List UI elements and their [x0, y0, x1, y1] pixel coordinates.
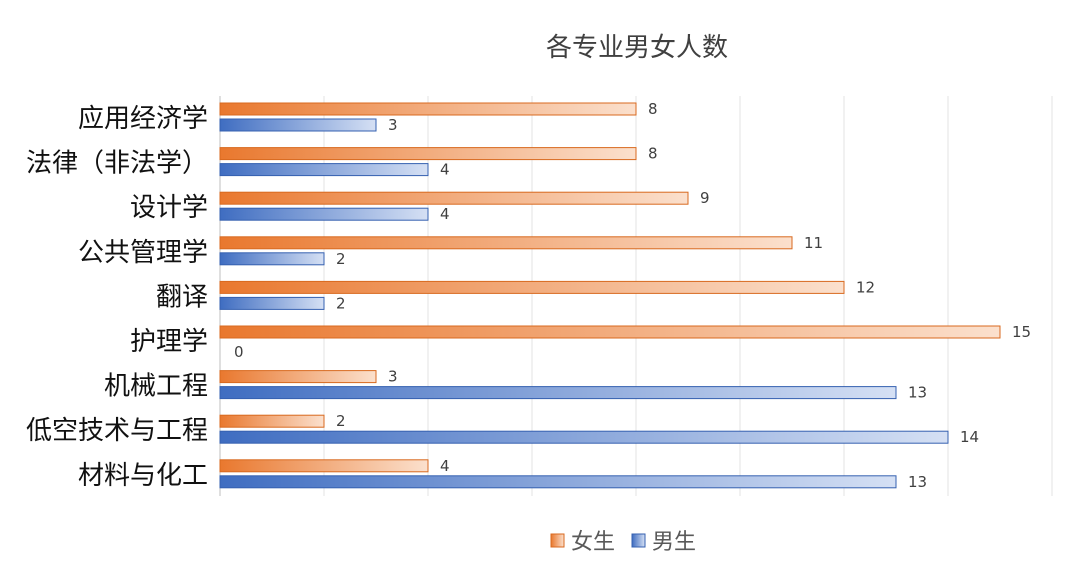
- data-label: 3: [388, 116, 398, 134]
- category-label: 护理学: [130, 327, 208, 357]
- data-label: 15: [1012, 323, 1031, 341]
- chart-title: 各专业男女人数: [546, 33, 728, 63]
- category-label: 设计学: [130, 193, 208, 223]
- category-label: 应用经济学: [78, 104, 208, 134]
- data-label: 4: [440, 457, 450, 475]
- data-label: 9: [700, 189, 710, 207]
- legend: 女生 男生: [550, 530, 696, 555]
- data-label: 11: [804, 234, 823, 252]
- legend-label: 男生: [652, 530, 696, 555]
- data-label: 4: [440, 161, 450, 179]
- category-label: 材料与化工: [78, 461, 208, 491]
- bars: [219, 102, 1001, 489]
- bar-female: [219, 370, 377, 384]
- legend-label: 女生: [571, 530, 615, 555]
- data-label: 0: [234, 343, 244, 361]
- bar-female: [219, 325, 1001, 339]
- data-label: 13: [908, 473, 927, 491]
- data-label: 2: [336, 294, 346, 312]
- data-label: 14: [960, 428, 979, 446]
- bar-male: [219, 430, 949, 444]
- category-label: 翻译: [156, 282, 208, 312]
- bar-male: [219, 296, 325, 310]
- bar-female: [219, 191, 689, 205]
- bar-female: [219, 102, 637, 116]
- data-label: 12: [856, 278, 875, 296]
- data-labels: 8 3 8 4 9 4 11 2 12 2 15 0 3 13 2 14 4 13: [234, 100, 1031, 491]
- bar-male: [219, 118, 377, 132]
- category-label: 低空技术与工程: [26, 416, 208, 446]
- bar-male: [219, 207, 429, 221]
- bar-male: [219, 386, 897, 400]
- bar-male: [219, 252, 325, 266]
- data-label: 2: [336, 412, 346, 430]
- legend-swatch-female: [550, 533, 565, 548]
- category-label: 公共管理学: [78, 238, 208, 268]
- gridlines: [219, 96, 1053, 496]
- bar-female: [219, 236, 793, 250]
- legend-swatch-male: [631, 533, 646, 548]
- data-label: 2: [336, 250, 346, 268]
- data-label: 8: [648, 100, 658, 118]
- bar-female: [219, 147, 637, 161]
- data-label: 8: [648, 145, 658, 163]
- data-label: 4: [440, 205, 450, 223]
- bar-female: [219, 280, 845, 294]
- category-label: 法律（非法学）: [26, 149, 208, 179]
- data-label: 3: [388, 368, 398, 386]
- bar-male: [219, 475, 897, 489]
- category-label: 机械工程: [104, 372, 208, 402]
- bar-female: [219, 414, 325, 428]
- data-label: 13: [908, 384, 927, 402]
- bar-male: [219, 163, 429, 177]
- bar-female: [219, 459, 429, 473]
